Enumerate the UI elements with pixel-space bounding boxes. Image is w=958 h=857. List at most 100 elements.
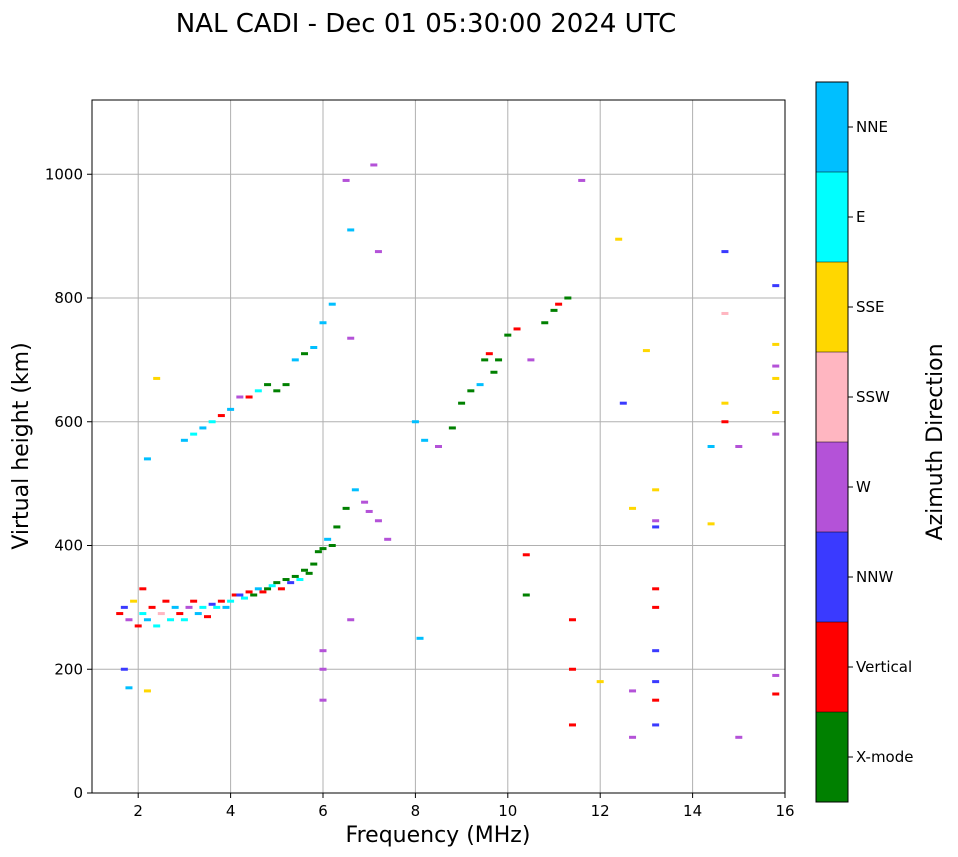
data-point — [176, 612, 184, 616]
colorbar-segment — [816, 532, 848, 622]
x-tick-label: 4 — [226, 802, 236, 820]
data-point — [287, 581, 295, 585]
data-point — [652, 525, 660, 529]
data-point — [240, 596, 248, 600]
y-tick-label: 400 — [54, 537, 83, 555]
x-tick-label: 2 — [133, 802, 143, 820]
y-tick-label: 1000 — [45, 165, 83, 183]
data-point — [277, 587, 285, 591]
data-point — [245, 395, 253, 399]
data-point — [707, 522, 715, 526]
data-point — [435, 445, 442, 448]
data-point — [217, 414, 225, 418]
data-point — [467, 389, 475, 393]
data-point — [296, 578, 304, 582]
data-point — [157, 612, 165, 616]
y-axis-ticks: 0 200 400 600 800 1000 — [45, 165, 92, 802]
data-point — [351, 488, 359, 492]
data-point — [264, 587, 272, 591]
data-point — [199, 605, 207, 609]
data-point — [208, 420, 216, 424]
data-point — [310, 346, 318, 349]
data-point — [370, 163, 378, 167]
colorbar-tick-label: NNW — [856, 568, 893, 586]
data-point — [735, 735, 743, 739]
data-point — [245, 590, 253, 594]
data-point — [227, 599, 235, 603]
data-point — [254, 587, 262, 591]
colorbar-frame — [815, 81, 849, 803]
data-point — [236, 593, 244, 597]
data-point — [125, 686, 133, 690]
data-point — [291, 358, 299, 362]
data-point — [772, 692, 780, 696]
data-point — [153, 624, 161, 628]
x-tick-label: 16 — [775, 802, 794, 820]
data-point — [629, 506, 637, 510]
data-point — [615, 237, 623, 241]
data-point — [328, 302, 336, 306]
colorbar: X-mode Vertical NNW W SSW SSE E NNE — [815, 81, 913, 803]
data-point — [411, 420, 419, 424]
data-point — [481, 358, 489, 362]
colorbar-segment — [816, 622, 848, 712]
data-point — [180, 438, 188, 442]
data-points — [116, 163, 780, 739]
data-point — [254, 389, 262, 393]
data-point — [522, 593, 530, 597]
data-point — [314, 550, 322, 554]
data-point — [347, 228, 355, 232]
data-point — [772, 673, 780, 677]
data-point — [772, 284, 780, 288]
colorbar-tick-label: W — [856, 478, 871, 496]
grid-lines — [92, 100, 786, 794]
data-point — [282, 578, 290, 582]
data-point — [268, 584, 276, 588]
data-point — [342, 178, 350, 182]
data-point — [273, 581, 281, 585]
data-point — [629, 689, 637, 693]
data-point — [301, 568, 309, 572]
data-point — [772, 342, 780, 346]
colorbar-label: Azimuth Direction — [923, 343, 948, 540]
x-axis-label: Frequency (MHz) — [346, 823, 531, 848]
data-point — [301, 352, 309, 356]
data-point — [180, 618, 188, 622]
data-point — [652, 723, 660, 727]
x-tick-label: 12 — [591, 802, 610, 820]
data-point — [568, 667, 576, 671]
data-point — [485, 352, 493, 356]
data-point — [522, 553, 530, 557]
data-point — [374, 250, 382, 254]
data-point — [568, 723, 576, 727]
data-point — [134, 624, 142, 628]
data-point — [721, 311, 729, 315]
data-point — [231, 593, 239, 597]
data-point — [116, 612, 124, 616]
plot-frame — [91, 99, 786, 794]
data-point — [130, 599, 138, 603]
data-point — [772, 364, 780, 368]
data-point — [619, 401, 627, 405]
data-point — [273, 389, 281, 393]
data-point — [319, 667, 327, 671]
data-point — [222, 605, 230, 609]
colorbar-segment — [816, 262, 848, 352]
data-point — [652, 605, 660, 609]
data-point — [204, 615, 211, 619]
colorbar-segment — [816, 442, 848, 532]
y-tick-label: 0 — [73, 784, 83, 802]
data-point — [652, 587, 660, 591]
data-point — [194, 612, 202, 616]
data-point — [596, 680, 604, 684]
colorbar-tick-label: SSE — [856, 298, 885, 316]
data-point — [735, 445, 743, 448]
data-point — [319, 547, 327, 551]
data-point — [213, 605, 221, 609]
data-point — [347, 618, 355, 622]
data-point — [721, 401, 729, 405]
data-point — [374, 519, 382, 523]
colorbar-tick-label: X-mode — [856, 748, 913, 766]
x-axis-ticks: 2 4 6 8 10 12 14 16 — [133, 793, 795, 820]
